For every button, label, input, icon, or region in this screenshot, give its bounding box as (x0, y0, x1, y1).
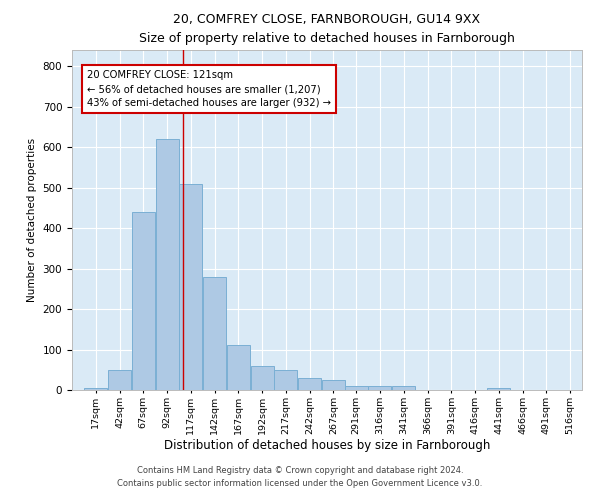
Bar (251, 366, 274, 390)
Bar (155, 139, 179, 390)
Bar (392, 386, 415, 390)
Bar (274, 370, 298, 390)
Bar (132, 212, 155, 390)
Title: 20, COMFREY CLOSE, FARNBOROUGH, GU14 9XX
Size of property relative to detached h: 20, COMFREY CLOSE, FARNBOROUGH, GU14 9XX… (139, 12, 515, 44)
Text: Contains HM Land Registry data © Crown copyright and database right 2024.
Contai: Contains HM Land Registry data © Crown c… (118, 466, 482, 487)
Bar (345, 386, 368, 390)
Bar (84, 388, 107, 390)
Bar (108, 370, 131, 390)
Bar (322, 380, 345, 390)
X-axis label: Distribution of detached houses by size in Farnborough: Distribution of detached houses by size … (164, 440, 490, 452)
Text: 20 COMFREY CLOSE: 121sqm
← 56% of detached houses are smaller (1,207)
43% of sem: 20 COMFREY CLOSE: 121sqm ← 56% of detach… (87, 70, 331, 108)
Bar (487, 388, 511, 390)
Y-axis label: Number of detached properties: Number of detached properties (27, 138, 37, 302)
Bar (298, 378, 321, 390)
Bar (227, 346, 250, 390)
Bar (368, 386, 391, 390)
Bar (179, 184, 202, 390)
Bar (203, 276, 226, 390)
